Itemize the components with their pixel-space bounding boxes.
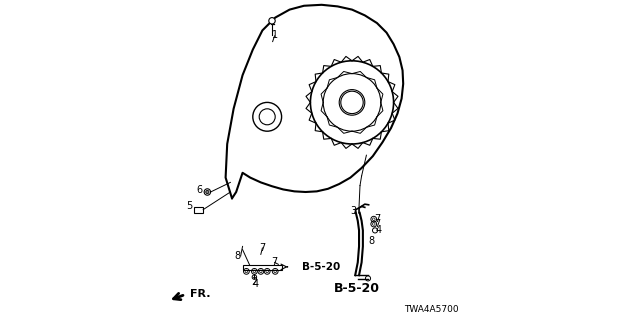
Circle shape [269,18,275,24]
Text: 2: 2 [252,276,257,287]
Text: TWA4A5700: TWA4A5700 [404,305,460,314]
Text: 5: 5 [186,201,192,212]
Text: 4: 4 [253,279,259,289]
Text: B-5-20: B-5-20 [302,262,340,272]
FancyBboxPatch shape [243,265,282,270]
FancyBboxPatch shape [193,207,204,213]
Text: 3: 3 [351,206,357,216]
Text: 7: 7 [259,243,266,253]
Text: 6: 6 [196,185,202,196]
Text: 8: 8 [369,236,375,246]
Text: 4: 4 [375,225,381,235]
Circle shape [206,190,209,194]
Text: 7: 7 [374,219,381,229]
Text: 7: 7 [374,213,381,224]
Text: B-5-20: B-5-20 [334,282,380,294]
Text: 7: 7 [271,257,278,268]
Text: 1: 1 [271,29,278,40]
Text: 8: 8 [234,251,241,261]
Text: FR.: FR. [191,289,211,299]
